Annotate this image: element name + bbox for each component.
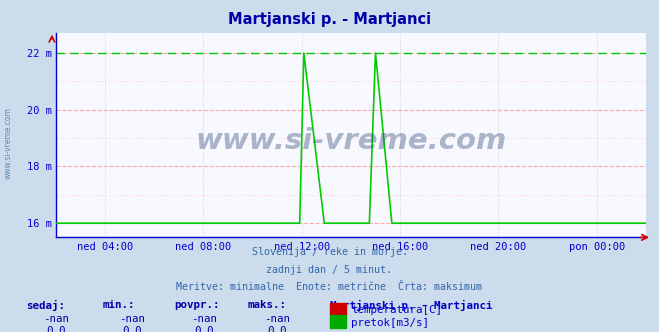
Text: 0,0: 0,0 [46,326,66,332]
Text: temperatura[C]: temperatura[C] [351,305,442,315]
Text: -nan: -nan [191,314,217,324]
Text: Meritve: minimalne  Enote: metrične  Črta: maksimum: Meritve: minimalne Enote: metrične Črta:… [177,282,482,292]
Text: povpr.:: povpr.: [175,300,220,310]
Text: 0,0: 0,0 [267,326,287,332]
Text: 0,0: 0,0 [122,326,142,332]
Text: -nan: -nan [119,314,145,324]
Text: Martjanski p. - Martjanci: Martjanski p. - Martjanci [330,300,492,311]
Text: sedaj:: sedaj: [26,300,65,311]
Text: zadnji dan / 5 minut.: zadnji dan / 5 minut. [266,265,393,275]
Text: -nan: -nan [43,314,69,324]
Text: -nan: -nan [264,314,290,324]
Text: 0,0: 0,0 [194,326,214,332]
Text: pretok[m3/s]: pretok[m3/s] [351,318,429,328]
Text: www.si-vreme.com: www.si-vreme.com [195,127,507,155]
Text: Martjanski p. - Martjanci: Martjanski p. - Martjanci [228,12,431,27]
Text: maks.:: maks.: [247,300,286,310]
Text: www.si-vreme.com: www.si-vreme.com [3,107,13,179]
Text: Slovenija / reke in morje.: Slovenija / reke in morje. [252,247,407,257]
Text: min.:: min.: [102,300,134,310]
